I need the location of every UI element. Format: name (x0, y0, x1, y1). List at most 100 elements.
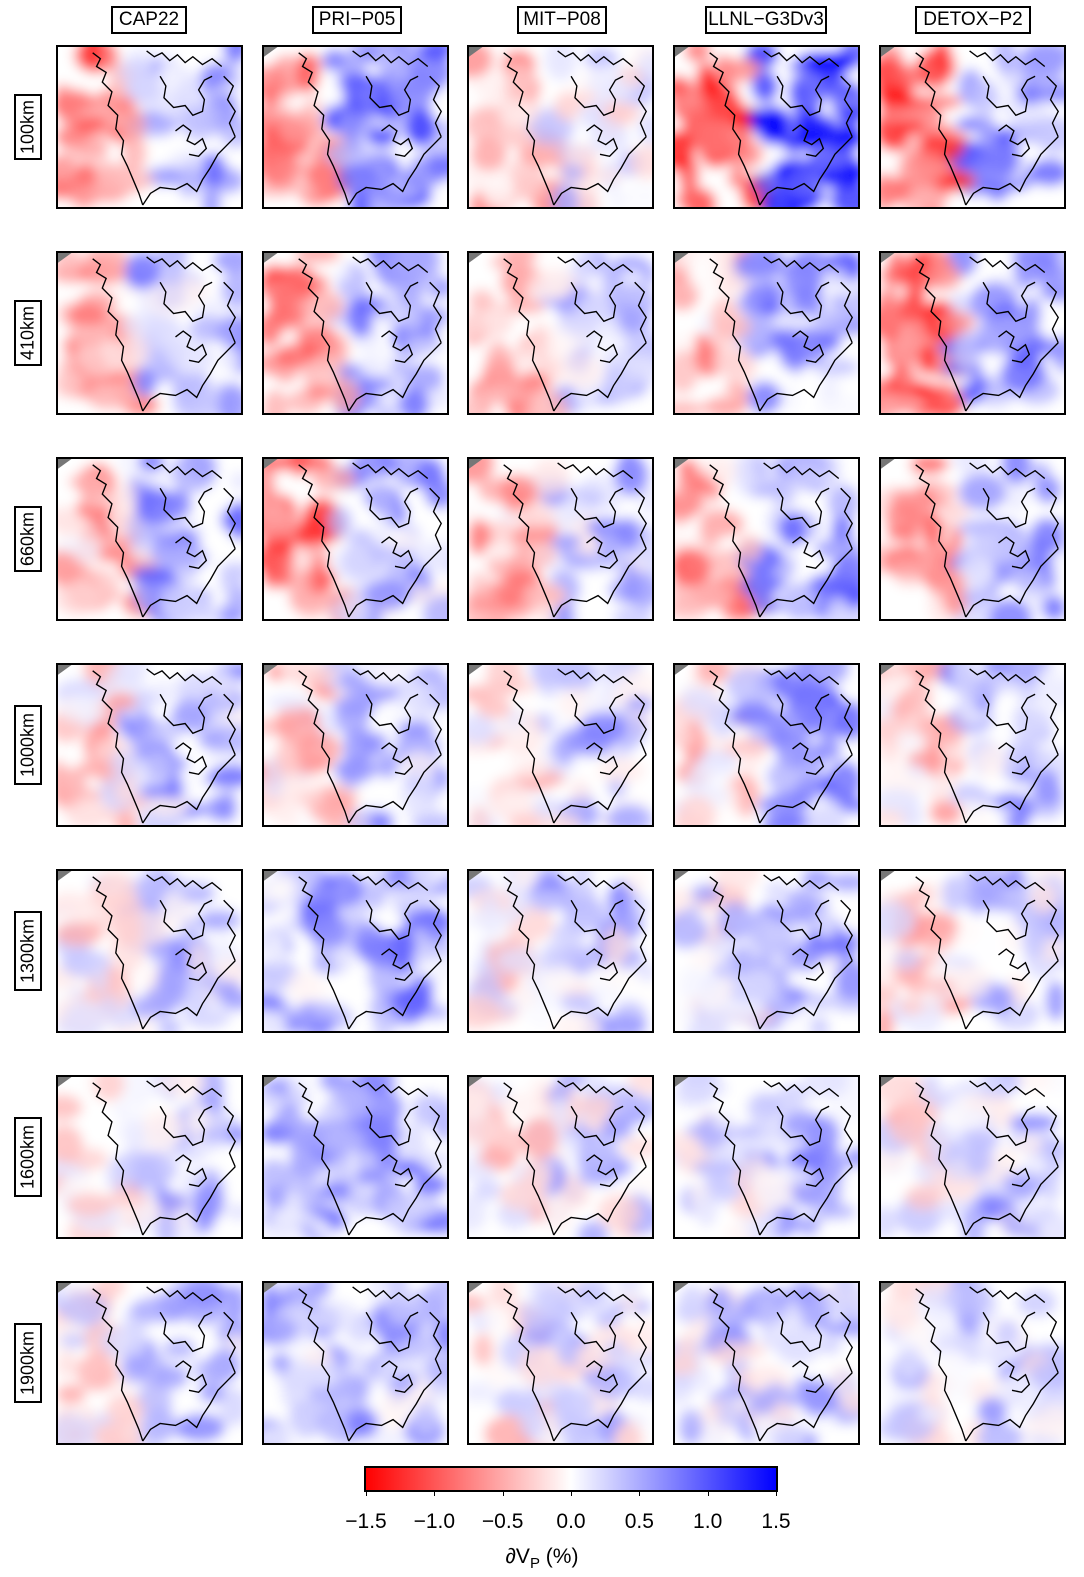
coastline (365, 487, 419, 529)
velocity-anomaly-map (58, 871, 241, 1031)
coastline (146, 1080, 223, 1098)
coastline (759, 960, 853, 1030)
coastline (969, 668, 1046, 686)
tomography-map-panel (673, 663, 860, 827)
velocity-anomaly-map (881, 459, 1064, 619)
coastline (965, 136, 1059, 206)
coastline (634, 1105, 647, 1168)
coastline (634, 281, 647, 344)
tomography-map-panel (879, 663, 1066, 827)
coastline (298, 52, 350, 206)
velocity-anomaly-map (58, 47, 241, 207)
coastline (1046, 899, 1059, 962)
no-data-wedge (675, 1283, 689, 1293)
depth-label: 660km (14, 506, 42, 572)
coastline (634, 899, 647, 962)
coastline (557, 50, 634, 68)
coastline (776, 693, 830, 735)
coastline (759, 342, 853, 412)
coastline (223, 75, 236, 138)
no-data-wedge (264, 253, 278, 263)
coastline (503, 1082, 555, 1236)
coastline (223, 281, 236, 344)
coastline (763, 874, 840, 892)
velocity-anomaly-map (58, 253, 241, 413)
coastline (709, 258, 761, 412)
coastline (175, 948, 208, 982)
coastline (965, 548, 1059, 618)
coastline (982, 281, 1036, 323)
coastline (429, 281, 442, 344)
coastline (352, 668, 429, 686)
model-label: CAP22 (111, 6, 187, 34)
coastline (776, 899, 830, 941)
colorbar-tick-mark (366, 1490, 367, 1496)
velocity-anomaly-map (675, 47, 858, 207)
coastline (142, 754, 236, 824)
coastline (223, 899, 236, 962)
coastline (634, 487, 647, 550)
coastline (982, 75, 1036, 117)
coastline (175, 330, 208, 364)
tomography-map-panel (467, 251, 654, 415)
coastline (586, 742, 619, 776)
coastline (965, 960, 1059, 1030)
coastline (429, 1311, 442, 1374)
coastline (570, 1311, 624, 1353)
coastline (709, 876, 761, 1030)
coastline (570, 693, 624, 735)
coastline (969, 50, 1046, 68)
coastline (792, 742, 825, 776)
coastline (915, 464, 967, 618)
model-label: DETOX−P2 (915, 6, 1031, 34)
coastline (142, 342, 236, 412)
coastline (998, 124, 1031, 158)
coastline (709, 1082, 761, 1236)
tomography-map-panel (879, 869, 1066, 1033)
coastline (381, 1154, 414, 1188)
coastline (92, 52, 144, 206)
coastline (298, 1082, 350, 1236)
velocity-anomaly-map (58, 665, 241, 825)
coastline (159, 281, 213, 323)
no-data-wedge (881, 1077, 895, 1087)
coastline (175, 124, 208, 158)
coastline (557, 256, 634, 274)
velocity-anomaly-map (264, 459, 447, 619)
velocity-anomaly-map (264, 871, 447, 1031)
coastline (586, 124, 619, 158)
coastline (965, 754, 1059, 824)
no-data-wedge (469, 871, 483, 881)
coastline (223, 1311, 236, 1374)
coastline (915, 52, 967, 206)
colorbar-label: ∂VP (%) (505, 1545, 579, 1573)
velocity-anomaly-map (675, 871, 858, 1031)
coastline (557, 462, 634, 480)
coastline (553, 136, 647, 206)
colorbar-tick-mark (571, 1490, 572, 1496)
coastline (776, 1105, 830, 1147)
velocity-anomaly-map (469, 253, 652, 413)
coastline (709, 464, 761, 618)
coastline (763, 462, 840, 480)
coastline (352, 50, 429, 68)
coastline (969, 1080, 1046, 1098)
colorbar-tick-mark (434, 1490, 436, 1496)
tomography-map-panel (262, 1281, 449, 1445)
coastline (142, 960, 236, 1030)
coastline (1046, 693, 1059, 756)
coastline (365, 693, 419, 735)
coastline (429, 75, 442, 138)
colorbar-tick-label: 1.5 (761, 1510, 791, 1533)
coastline (429, 693, 442, 756)
coastline (352, 256, 429, 274)
coastline (381, 330, 414, 364)
coastline (223, 693, 236, 756)
coastline (348, 548, 442, 618)
velocity-anomaly-map (469, 459, 652, 619)
velocity-anomaly-map (675, 253, 858, 413)
coastline (982, 1105, 1036, 1147)
coastline (840, 281, 853, 344)
coastline (92, 1082, 144, 1236)
coastline (1046, 281, 1059, 344)
